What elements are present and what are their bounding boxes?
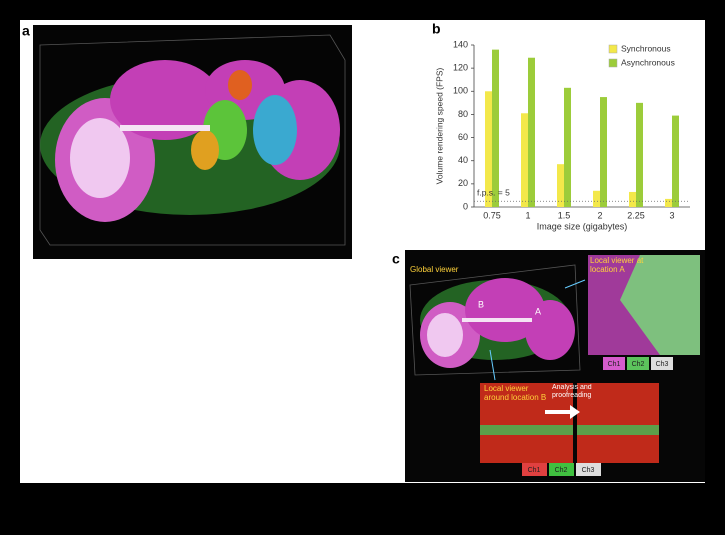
chart: 0 20 40 60 80 100 120 140 0.75 1 1.5 2 2.25 3 Image si… xyxy=(434,39,690,231)
bar xyxy=(672,115,679,207)
legend-label: Synchronous xyxy=(621,43,671,53)
x-axis-label: Image size (gigabytes) xyxy=(537,221,628,231)
y-tick-label: 80 xyxy=(458,109,468,119)
x-tick-label: 3 xyxy=(669,210,674,220)
bar xyxy=(629,191,636,207)
viewer-label-text: Local viewer at location A xyxy=(590,256,644,274)
viewer-label-text: Local viewer around location B xyxy=(484,384,547,402)
panel-label: b xyxy=(432,21,441,37)
panel-label: c xyxy=(392,251,400,267)
legend-swatch xyxy=(608,58,618,68)
y-tick-label: 100 xyxy=(453,86,468,96)
bar xyxy=(485,91,492,207)
panel-label: a xyxy=(22,23,30,39)
bar xyxy=(600,97,607,207)
channel-tag: Ch2 xyxy=(555,467,568,474)
y-tick-label: 0 xyxy=(463,201,468,211)
x-tick-label: 2 xyxy=(597,210,602,220)
bar xyxy=(665,198,672,207)
channel-tag: Ch3 xyxy=(656,361,669,368)
arrow-label: Analysis and proofreading xyxy=(552,384,592,399)
x-tick-label: 1 xyxy=(525,210,530,220)
legend-swatch xyxy=(608,44,618,54)
channel-tag: Ch3 xyxy=(582,467,595,474)
legend-label: Asynchronous xyxy=(621,57,675,67)
y-tick-label: 140 xyxy=(453,39,468,49)
y-tick-label: 60 xyxy=(458,132,468,142)
y-axis-label: Volume rendering speed (FPS) xyxy=(434,67,444,184)
y-tick-label: 120 xyxy=(453,63,468,73)
y-tick-label: 40 xyxy=(458,155,468,165)
bar xyxy=(564,87,571,207)
arrow-label-text: Analysis and proofreading xyxy=(552,384,592,399)
bar xyxy=(492,49,499,207)
y-tick-label: 20 xyxy=(458,178,468,188)
x-tick-label: 1.5 xyxy=(558,210,571,220)
bar xyxy=(636,102,643,207)
x-tick-label: 2.25 xyxy=(627,210,645,220)
bar xyxy=(593,190,600,207)
channel-tag: Ch1 xyxy=(528,467,541,474)
channel-tag: Ch2 xyxy=(632,361,645,368)
x-tick-label: 0.75 xyxy=(483,210,501,220)
annotation: f.p.s. = 5 xyxy=(477,187,510,197)
viewer-label: Local viewer around location B xyxy=(484,384,547,402)
channel-tag: Ch1 xyxy=(608,361,621,368)
bar xyxy=(528,57,535,207)
location-marker: B xyxy=(478,299,484,309)
viewer-label: Local viewer at location A xyxy=(590,256,644,274)
panel-a-image xyxy=(33,25,352,259)
location-marker: A xyxy=(535,306,541,316)
viewer-label: Global viewer xyxy=(410,265,459,274)
bar xyxy=(521,113,528,207)
panel-c-image xyxy=(405,250,705,482)
bar xyxy=(557,164,564,207)
